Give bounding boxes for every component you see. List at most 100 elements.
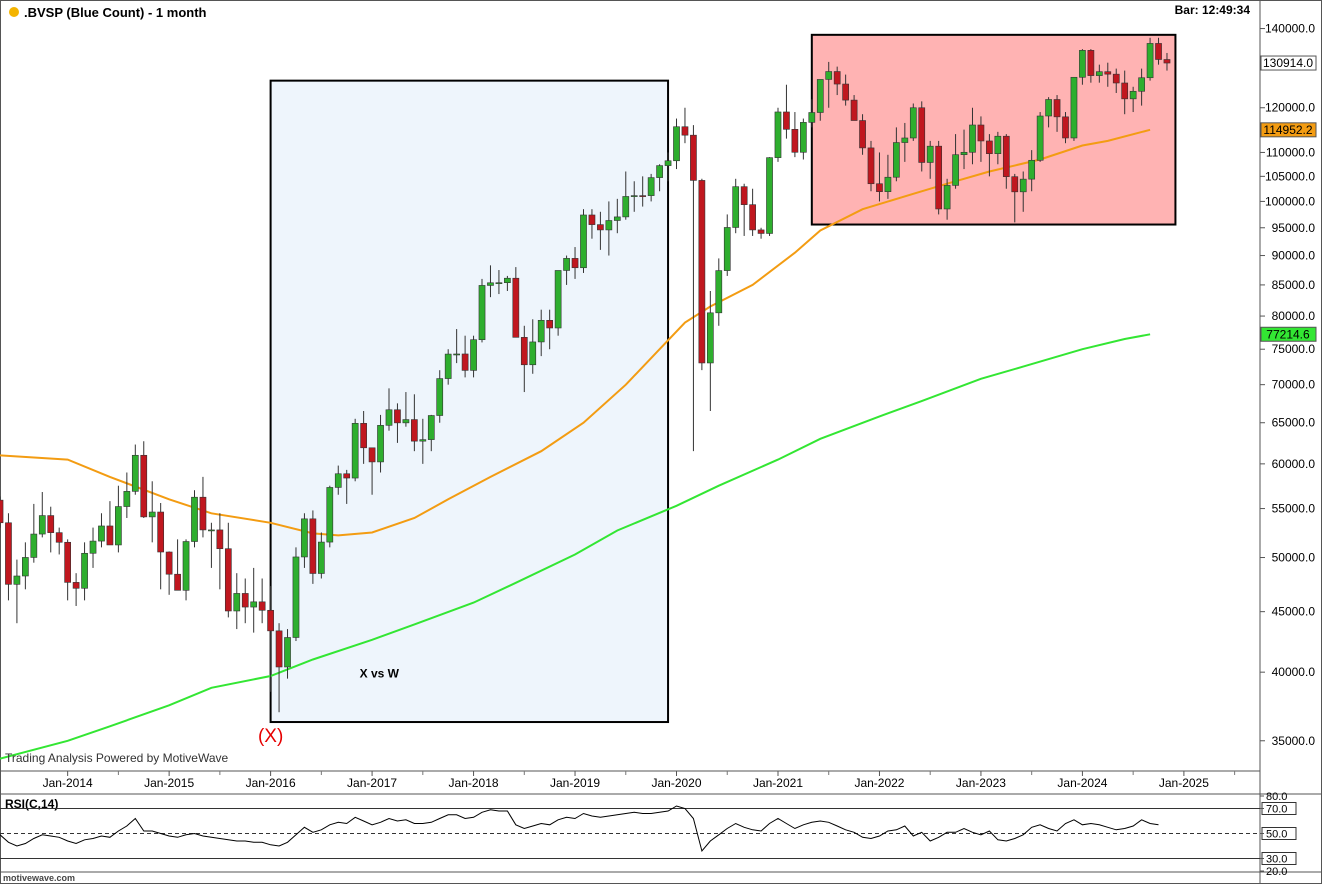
candle-body — [191, 496, 198, 542]
candle-body — [106, 525, 114, 546]
candle — [1121, 70, 1129, 115]
candle — [343, 469, 351, 504]
candle — [309, 510, 317, 584]
candle-body — [1121, 82, 1129, 100]
candle — [1011, 173, 1019, 223]
candle — [487, 265, 494, 298]
candle-body — [647, 177, 655, 196]
candle — [98, 513, 105, 548]
candle-body — [140, 454, 148, 518]
candle — [554, 270, 562, 336]
candle-body — [698, 180, 706, 364]
candle-body — [224, 548, 232, 612]
candle-body — [842, 83, 849, 101]
box-label: X vs W — [360, 666, 400, 680]
candle-body — [986, 140, 993, 154]
candle — [30, 503, 38, 563]
candle — [495, 270, 503, 295]
candle — [385, 388, 393, 431]
candle — [250, 567, 258, 633]
candle-body — [157, 511, 165, 553]
candle-body — [1146, 43, 1154, 79]
time-tick-label: Jan-2025 — [1159, 776, 1209, 790]
candle-body — [563, 258, 570, 271]
candle-body — [478, 285, 486, 340]
candle-body — [893, 142, 900, 178]
candle — [38, 492, 46, 538]
candle-body — [461, 353, 469, 371]
candle — [461, 335, 469, 378]
candle-body — [47, 515, 55, 533]
price-tick-label: 120000.0 — [1265, 101, 1315, 115]
candle — [901, 122, 909, 162]
candle — [182, 539, 190, 601]
candle — [952, 134, 959, 189]
candle — [1146, 37, 1154, 81]
price-tick-label: 140000.0 — [1265, 22, 1315, 36]
candle-body — [334, 473, 342, 488]
candle-body — [918, 107, 926, 163]
candle-body — [275, 630, 283, 668]
candle — [1138, 68, 1145, 106]
price-tick-label: 110000.0 — [1266, 145, 1315, 159]
candle-body — [368, 447, 376, 463]
candle — [546, 309, 554, 350]
candle-body — [1070, 76, 1078, 139]
candle — [673, 118, 680, 170]
candle — [580, 209, 587, 273]
candle-body — [1095, 71, 1103, 76]
candle — [520, 325, 528, 393]
candle-body — [165, 551, 173, 575]
candle — [334, 465, 342, 495]
candle — [630, 181, 638, 212]
candle — [504, 275, 511, 291]
candle — [368, 447, 376, 495]
candle-body — [960, 151, 968, 155]
candle-body — [1011, 176, 1019, 193]
candle-body — [13, 575, 21, 585]
candle-body — [943, 185, 951, 210]
candle — [419, 418, 427, 464]
candle — [436, 370, 444, 423]
candle-body — [1112, 73, 1120, 84]
candle-body — [444, 353, 452, 379]
candle-body — [216, 529, 224, 550]
price-tick-label: 75000.0 — [1272, 342, 1316, 356]
price-marker-1 — [1260, 55, 1317, 71]
price-marker-label: 130914.0 — [1263, 56, 1313, 70]
candle-body — [546, 320, 554, 329]
candle — [867, 140, 875, 192]
candle-body — [394, 409, 401, 424]
price-tick-label: 80000.0 — [1272, 309, 1316, 323]
candle-body — [935, 145, 943, 210]
candle — [926, 140, 934, 179]
candle-body — [258, 601, 266, 611]
candle-body — [808, 112, 816, 123]
candle-body — [284, 637, 291, 668]
candle — [284, 629, 291, 679]
candle-body — [884, 176, 892, 192]
candle — [258, 578, 266, 624]
candle-body — [909, 107, 917, 139]
candle-body — [774, 111, 782, 158]
candle-body — [740, 186, 748, 205]
rsi-line — [0, 805, 1159, 853]
bar-time: Bar: 12:49:34 — [1175, 3, 1251, 17]
candle — [351, 418, 359, 482]
candle-body — [597, 224, 604, 231]
candle-body — [250, 601, 258, 608]
candle-body — [326, 487, 334, 543]
candle — [453, 329, 460, 364]
candle-body — [419, 439, 427, 442]
time-tick-label: Jan-2018 — [449, 776, 499, 790]
candle — [13, 559, 21, 624]
candle — [647, 173, 655, 202]
candle-body — [199, 496, 207, 531]
candle — [72, 573, 80, 606]
rsi-tick-label: 50.0 — [1266, 829, 1287, 841]
candle — [199, 476, 207, 538]
candle-body — [495, 282, 503, 285]
candle — [943, 178, 951, 220]
price-tick-label: 90000.0 — [1272, 249, 1316, 263]
candle-body — [1045, 99, 1052, 117]
